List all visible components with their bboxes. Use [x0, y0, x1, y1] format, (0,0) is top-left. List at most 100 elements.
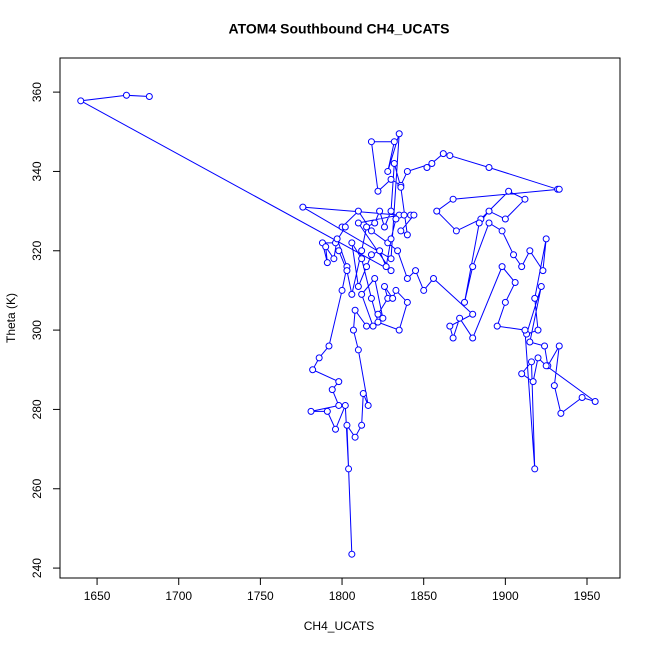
point	[550, 382, 558, 390]
plot-frame	[59, 57, 621, 579]
point	[591, 397, 599, 405]
point	[367, 251, 375, 259]
point	[526, 247, 534, 255]
point	[485, 163, 493, 171]
point	[367, 294, 375, 302]
point	[394, 247, 402, 255]
point	[309, 366, 317, 374]
y-tick-label: 240	[30, 558, 44, 578]
y-tick-label: 360	[30, 82, 44, 102]
point	[521, 195, 529, 203]
point	[369, 322, 377, 330]
point	[322, 243, 330, 251]
point	[387, 235, 395, 243]
point	[475, 219, 483, 227]
point	[358, 421, 366, 429]
point	[429, 275, 437, 283]
point	[498, 227, 506, 235]
point	[351, 433, 359, 441]
point	[449, 334, 457, 342]
x-tick-label: 1800	[329, 589, 356, 603]
x-tick-label: 1850	[410, 589, 437, 603]
point	[420, 286, 428, 294]
y-tick-label: 300	[30, 320, 44, 340]
point	[374, 187, 382, 195]
point	[354, 207, 362, 215]
point	[387, 255, 395, 263]
point	[403, 298, 411, 306]
point	[332, 425, 340, 433]
point	[534, 326, 542, 334]
y-tick-label: 260	[30, 478, 44, 498]
point	[423, 163, 431, 171]
point	[555, 342, 563, 350]
point	[389, 294, 397, 302]
point	[412, 267, 420, 275]
point	[363, 223, 371, 231]
x-axis-label: CH4_UCATS	[304, 619, 374, 633]
point	[555, 185, 563, 193]
point	[348, 550, 356, 558]
x-tick-label: 1950	[574, 589, 601, 603]
point	[348, 290, 356, 298]
point	[387, 175, 395, 183]
y-tick-label: 340	[30, 161, 44, 181]
point	[382, 263, 390, 271]
x-tick-label: 1700	[165, 589, 192, 603]
point	[485, 219, 493, 227]
y-tick-label: 280	[30, 399, 44, 419]
point	[364, 401, 372, 409]
point	[542, 362, 550, 370]
point	[335, 378, 343, 386]
point	[456, 314, 464, 322]
point	[392, 286, 400, 294]
point	[381, 223, 389, 231]
point	[341, 223, 349, 231]
point	[333, 235, 341, 243]
point	[343, 267, 351, 275]
point	[371, 219, 379, 227]
point	[323, 259, 331, 267]
point	[403, 231, 411, 239]
point	[403, 275, 411, 283]
point	[349, 326, 357, 334]
point	[539, 267, 547, 275]
point	[511, 279, 519, 287]
point	[537, 282, 545, 290]
point	[493, 322, 501, 330]
point	[371, 275, 379, 283]
point	[446, 152, 454, 160]
point	[390, 138, 398, 146]
point	[392, 215, 400, 223]
point	[323, 407, 331, 415]
point	[374, 318, 382, 326]
point	[315, 354, 323, 362]
point	[77, 97, 85, 105]
point	[145, 92, 153, 100]
point	[359, 390, 367, 398]
point	[367, 138, 375, 146]
point	[400, 211, 408, 219]
point	[521, 326, 529, 334]
point	[376, 247, 384, 255]
point	[338, 286, 346, 294]
point	[376, 207, 384, 215]
point	[122, 91, 130, 99]
x-tick-label: 1650	[84, 589, 111, 603]
point	[358, 255, 366, 263]
point	[384, 167, 392, 175]
point	[461, 298, 469, 306]
point	[485, 207, 493, 215]
point	[428, 160, 436, 168]
point	[374, 310, 382, 318]
point	[395, 326, 403, 334]
point	[354, 346, 362, 354]
point	[358, 290, 366, 298]
point	[358, 247, 366, 255]
point	[299, 203, 307, 211]
x-tick-label: 1900	[492, 589, 519, 603]
point	[351, 306, 359, 314]
x-tick-label: 1750	[247, 589, 274, 603]
point	[348, 239, 356, 247]
